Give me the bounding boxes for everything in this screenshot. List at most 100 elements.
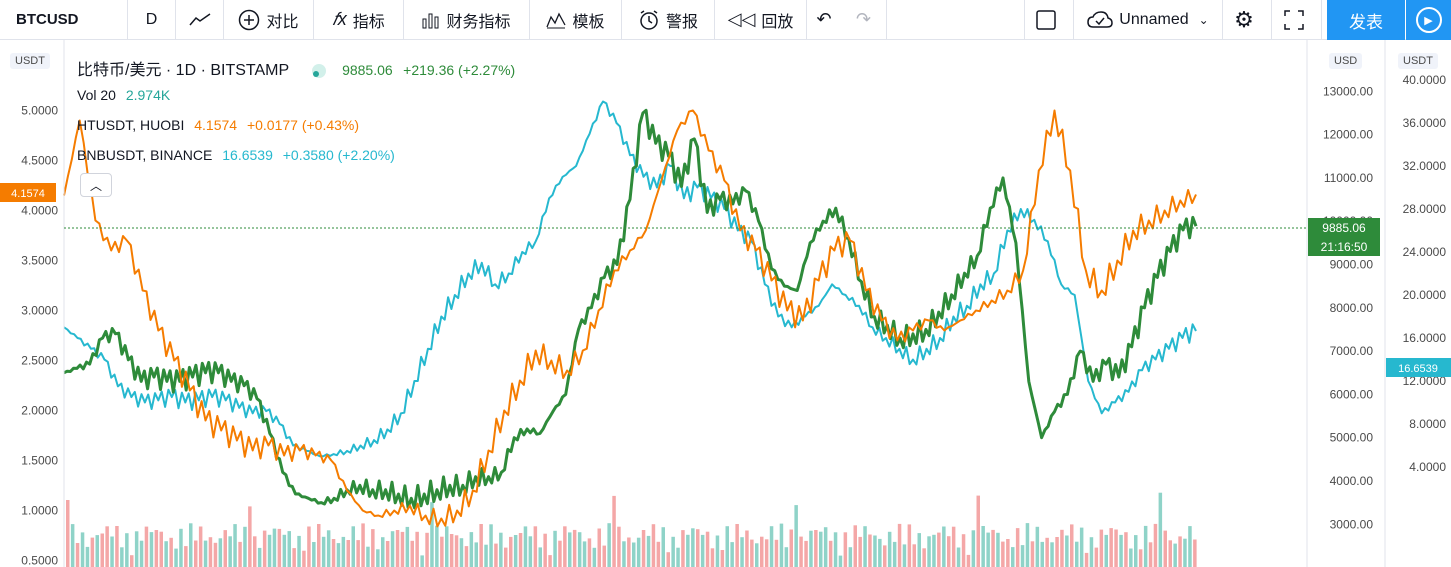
volume-bar: [66, 500, 70, 567]
right-axis-tick: 40.0000: [1403, 73, 1447, 87]
volume-bar: [1129, 548, 1133, 567]
play-button[interactable]: ▶: [1406, 0, 1451, 40]
volume-bar: [110, 536, 114, 567]
left-axis-tick: 4.5000: [21, 154, 58, 168]
volume-bar: [90, 537, 95, 567]
volume-bar: [494, 543, 498, 567]
layout-save-button[interactable]: Unnamed ⌄: [1074, 0, 1223, 40]
volume-bar: [346, 540, 350, 567]
volume-bar: [961, 534, 966, 567]
compare-button[interactable]: 对比: [224, 0, 314, 40]
volume-bar: [287, 531, 291, 567]
publish-button[interactable]: 发表: [1327, 0, 1405, 40]
volume-legend[interactable]: Vol 20 2.974K: [77, 87, 176, 103]
volume-bar: [917, 533, 921, 567]
top-toolbar: BTCUSD D 对比 𝑓x 指标 财务指标 模板 警报 ◁◁ 回放 ↶ ↷ U…: [0, 0, 1451, 40]
fullscreen-button[interactable]: [1272, 0, 1322, 40]
volume-bar: [312, 542, 316, 567]
volume-bars: [66, 492, 1197, 567]
bnb-price: 16.6539: [222, 147, 273, 163]
volume-bar: [297, 535, 301, 567]
volume-bar: [159, 531, 163, 567]
volume-bar: [828, 540, 833, 567]
volume-bar: [425, 532, 429, 567]
volume-bar: [602, 545, 606, 567]
mid-axis[interactable]: 13000.0012000.0011000.0010000.009000.008…: [1323, 84, 1373, 531]
volume-bar: [971, 530, 976, 567]
bnb-legend[interactable]: BNBUSDT, BINANCE 16.6539 +0.3580 (+2.20%…: [77, 147, 401, 163]
play-icon: ▶: [1415, 7, 1442, 33]
mid-axis-tick: 7000.00: [1330, 344, 1374, 358]
volume-bar: [730, 542, 734, 567]
volume-bar: [134, 531, 139, 567]
volume-bar: [1188, 526, 1192, 567]
volume-bar: [1040, 541, 1044, 567]
volume-bar: [607, 523, 611, 567]
volume-bar: [661, 527, 665, 567]
volume-bar: [1030, 541, 1035, 567]
volume-bar: [705, 531, 710, 567]
alert-button[interactable]: 警报: [622, 0, 715, 40]
volume-bar: [1035, 526, 1040, 567]
volume-bar: [592, 547, 597, 567]
volume-bar: [208, 537, 213, 567]
price-chart[interactable]: 5.0000 4.5000 4.0000 3.5000 3.0000 2.5000 2.00…: [0, 40, 1451, 567]
volume-bar: [1011, 547, 1015, 567]
mid-axis-tick: 6000.00: [1330, 387, 1374, 401]
mid-axis-tick: 12000.00: [1323, 128, 1373, 142]
volume-bar: [789, 529, 793, 567]
right-axis[interactable]: 40.0000 36.0000 32.0000 28.0000 24.0000 20.00…: [1403, 73, 1447, 474]
volume-bar: [887, 531, 892, 567]
left-axis[interactable]: 5.0000 4.5000 4.0000 3.5000 3.0000 2.5000 2.00…: [21, 104, 58, 567]
volume-bar: [331, 539, 336, 567]
volume-bar: [479, 524, 483, 567]
settings-button[interactable]: ⚙: [1223, 0, 1272, 40]
templates-button[interactable]: 模板: [530, 0, 622, 40]
volume-bar: [681, 530, 685, 567]
volume-bar: [986, 532, 990, 567]
volume-bar: [400, 531, 405, 567]
main-title: 比特币/美元 · 1D · BITSTAMP: [77, 62, 290, 79]
volume-bar: [189, 523, 193, 567]
volume-bar: [942, 526, 946, 567]
btc-last-label: 9885.06 21:16:50: [1308, 218, 1380, 256]
interval-button[interactable]: D: [128, 0, 176, 40]
left-axis-tick: 4.0000: [21, 204, 58, 218]
replay-button[interactable]: ◁◁ 回放: [715, 0, 807, 40]
bnb-label: BNBUSDT, BINANCE: [77, 147, 213, 163]
undo-button[interactable]: ↶: [807, 0, 847, 40]
redo-button[interactable]: ↷: [847, 0, 887, 40]
chart-style-button[interactable]: [176, 0, 224, 40]
gear-icon: ⚙: [1234, 6, 1254, 32]
main-legend[interactable]: 比特币/美元 · 1D · BITSTAMP 9885.06 +219.36 (…: [77, 56, 521, 80]
right-axis-tick: 4.0000: [1409, 460, 1446, 474]
volume-bar: [996, 532, 1000, 567]
volume-bar: [228, 536, 232, 567]
volume-bar: [843, 532, 848, 567]
volume-bar: [415, 531, 419, 567]
volume-bar: [814, 530, 818, 567]
volume-bar: [513, 535, 518, 567]
volume-bar: [1070, 524, 1074, 567]
fullscreen-layout-button[interactable]: [1024, 0, 1074, 40]
ht-change: +0.0177 (+0.43%): [246, 117, 360, 133]
volume-bar: [1153, 523, 1158, 567]
volume-bar: [991, 529, 995, 567]
collapse-legend-button[interactable]: ︿: [80, 173, 112, 197]
volume-bar: [750, 539, 754, 567]
indicators-button[interactable]: 𝑓x 指标: [314, 0, 404, 40]
volume-bar: [105, 526, 109, 567]
volume-bar: [696, 529, 700, 567]
volume-bar: [410, 540, 414, 567]
ht-legend[interactable]: HTUSDT, HUOBI 4.1574 +0.0177 (+0.43%): [77, 117, 365, 133]
volume-bar: [1163, 530, 1167, 567]
volume-bar: [376, 549, 380, 567]
financials-button[interactable]: 财务指标: [404, 0, 530, 40]
volume-bar: [907, 524, 912, 567]
volume-bar: [597, 528, 601, 567]
volume-bar: [248, 506, 252, 567]
volume-bar: [1006, 539, 1010, 567]
symbol-search-button[interactable]: BTCUSD: [0, 0, 128, 40]
volume-bar: [1148, 542, 1153, 567]
volume-bar: [1173, 543, 1177, 567]
